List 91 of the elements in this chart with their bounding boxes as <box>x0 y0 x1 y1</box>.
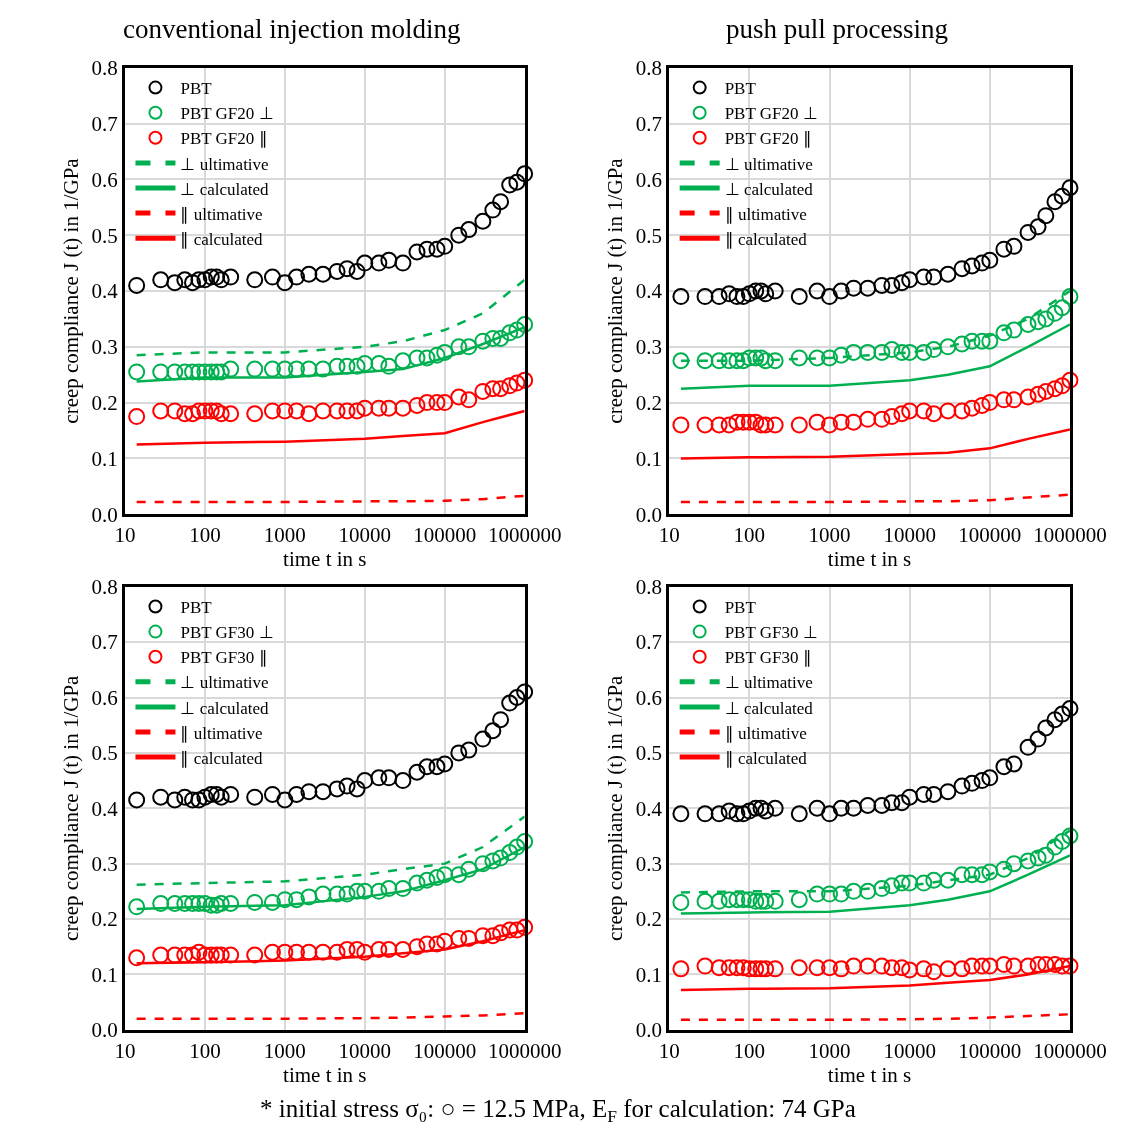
legend-label: ⊥ calculated <box>724 698 814 718</box>
legend-label: ⊥ calculated <box>724 179 814 199</box>
y-tick-label: 0.2 <box>635 390 662 415</box>
y-tick-label: 0.4 <box>91 279 119 304</box>
y-axis-title: creep compliance J (t) in 1/GPa <box>602 157 627 424</box>
x-axis-title: time t in s <box>827 1062 912 1087</box>
x-tick-label: 1000000 <box>1033 1038 1107 1063</box>
legend-label: PBT GF20 ∥ <box>180 129 268 149</box>
chart-title: push pull processing <box>726 14 948 44</box>
legend-label: PBT GF20 ⊥ <box>180 104 274 124</box>
x-tick-label: 1000 <box>808 523 851 548</box>
x-axis-title: time t in s <box>283 1062 367 1087</box>
y-tick-label: 0.6 <box>635 685 662 710</box>
x-tick-label: 1000 <box>808 1038 851 1063</box>
y-tick-label: 0.8 <box>635 575 662 600</box>
legend-label: ∥ calculated <box>180 748 264 768</box>
y-tick-label: 0.6 <box>91 685 118 710</box>
legend-label: ⊥ ultimative <box>180 154 269 174</box>
legend-label: ∥ ultimative <box>724 723 807 743</box>
y-axis-title: creep compliance J (t) in 1/GPa <box>58 674 83 941</box>
x-tick-label: 10000 <box>883 1038 936 1063</box>
x-tick-label: 10000 <box>338 523 392 548</box>
y-tick-label: 0.4 <box>635 796 663 821</box>
y-axis-title: creep compliance J (t) in 1/GPa <box>602 674 627 941</box>
x-axis-title: time t in s <box>827 547 912 572</box>
y-tick-label: 0.3 <box>635 335 662 360</box>
y-tick-label: 0.2 <box>635 907 662 932</box>
legend-label: ∥ calculated <box>724 748 808 768</box>
y-tick-label: 0.8 <box>635 56 662 81</box>
y-tick-label: 0.3 <box>91 852 118 876</box>
legend-label: PBT <box>724 79 757 99</box>
legend-label: PBT GF30 ∥ <box>180 648 268 668</box>
legend-label: ∥ ultimative <box>180 204 263 224</box>
legend-label: PBT <box>724 598 757 618</box>
x-tick-label: 100000 <box>958 523 1022 548</box>
legend-label: ∥ calculated <box>180 229 264 249</box>
y-tick-label: 0.7 <box>91 111 118 136</box>
x-tick-label: 10000 <box>338 1038 392 1063</box>
x-tick-label: 1000 <box>263 523 306 548</box>
legend-label: PBT GF30 ∥ <box>724 648 812 668</box>
legend-label: ∥ calculated <box>724 229 808 249</box>
legend-label: ⊥ ultimative <box>724 673 813 693</box>
y-tick-label: 0.4 <box>635 279 663 304</box>
legend-label: ∥ ultimative <box>724 204 807 224</box>
y-tick-label: 0.6 <box>635 167 662 192</box>
legend-label: ⊥ ultimative <box>180 673 269 693</box>
y-tick-label: 0.1 <box>91 446 118 471</box>
x-tick-label: 1000000 <box>487 1038 562 1063</box>
x-tick-label: 100 <box>733 523 766 548</box>
x-tick-label: 1000000 <box>487 523 562 548</box>
legend-label: PBT GF20 ∥ <box>724 129 812 149</box>
x-tick-label: 100 <box>189 1038 221 1063</box>
text: * initial stress σ₀: ○ = 12.5 MPa, E$_{F}$ for calculation: 74 GPa <box>260 1095 856 1127</box>
legend-label: ⊥ ultimative <box>724 154 813 174</box>
legend-label: PBT GF30 ⊥ <box>724 623 818 643</box>
y-tick-label: 0.8 <box>91 575 118 600</box>
legend-label: PBT GF30 ⊥ <box>180 623 274 643</box>
legend-label: PBT <box>180 598 213 618</box>
y-tick-label: 0.7 <box>635 630 662 655</box>
legend-label: PBT GF20 ⊥ <box>724 104 818 124</box>
legend-label: ∥ ultimative <box>180 723 263 743</box>
legend-label: PBT <box>180 79 213 99</box>
legend-label: ⊥ calculated <box>180 179 270 199</box>
y-tick-label: 0.2 <box>91 907 118 932</box>
y-axis-title: creep compliance J (t) in 1/GPa <box>58 157 83 424</box>
y-tick-label: 0.6 <box>91 167 118 192</box>
x-tick-label: 1000000 <box>1033 523 1107 548</box>
legend-label: ⊥ calculated <box>180 698 270 718</box>
y-tick-label: 0.5 <box>635 223 662 248</box>
y-tick-label: 0.5 <box>91 223 118 248</box>
x-tick-label: 100 <box>733 1038 766 1063</box>
x-axis-title: time t in s <box>283 547 367 572</box>
x-tick-label: 100000 <box>413 523 477 548</box>
x-tick-label: 100000 <box>958 1038 1022 1063</box>
y-tick-label: 0.1 <box>635 962 662 987</box>
y-tick-label: 0.5 <box>91 741 118 766</box>
y-tick-label: 0.3 <box>91 335 118 360</box>
x-tick-label: 1000 <box>263 1038 306 1063</box>
y-tick-label: 0.2 <box>91 390 118 415</box>
y-tick-label: 0.5 <box>635 741 662 766</box>
y-tick-label: 0.3 <box>635 852 662 876</box>
y-tick-label: 0.1 <box>91 962 118 987</box>
y-tick-label: 0.1 <box>635 446 662 471</box>
y-tick-label: 0.7 <box>91 630 118 655</box>
x-tick-label: 10000 <box>883 523 936 548</box>
chart-title: conventional injection molding <box>123 14 461 44</box>
y-tick-label: 0.8 <box>91 56 118 81</box>
x-tick-label: 100 <box>189 523 221 548</box>
y-tick-label: 0.7 <box>635 111 662 136</box>
x-tick-label: 100000 <box>413 1038 477 1063</box>
y-tick-label: 0.4 <box>91 796 119 821</box>
